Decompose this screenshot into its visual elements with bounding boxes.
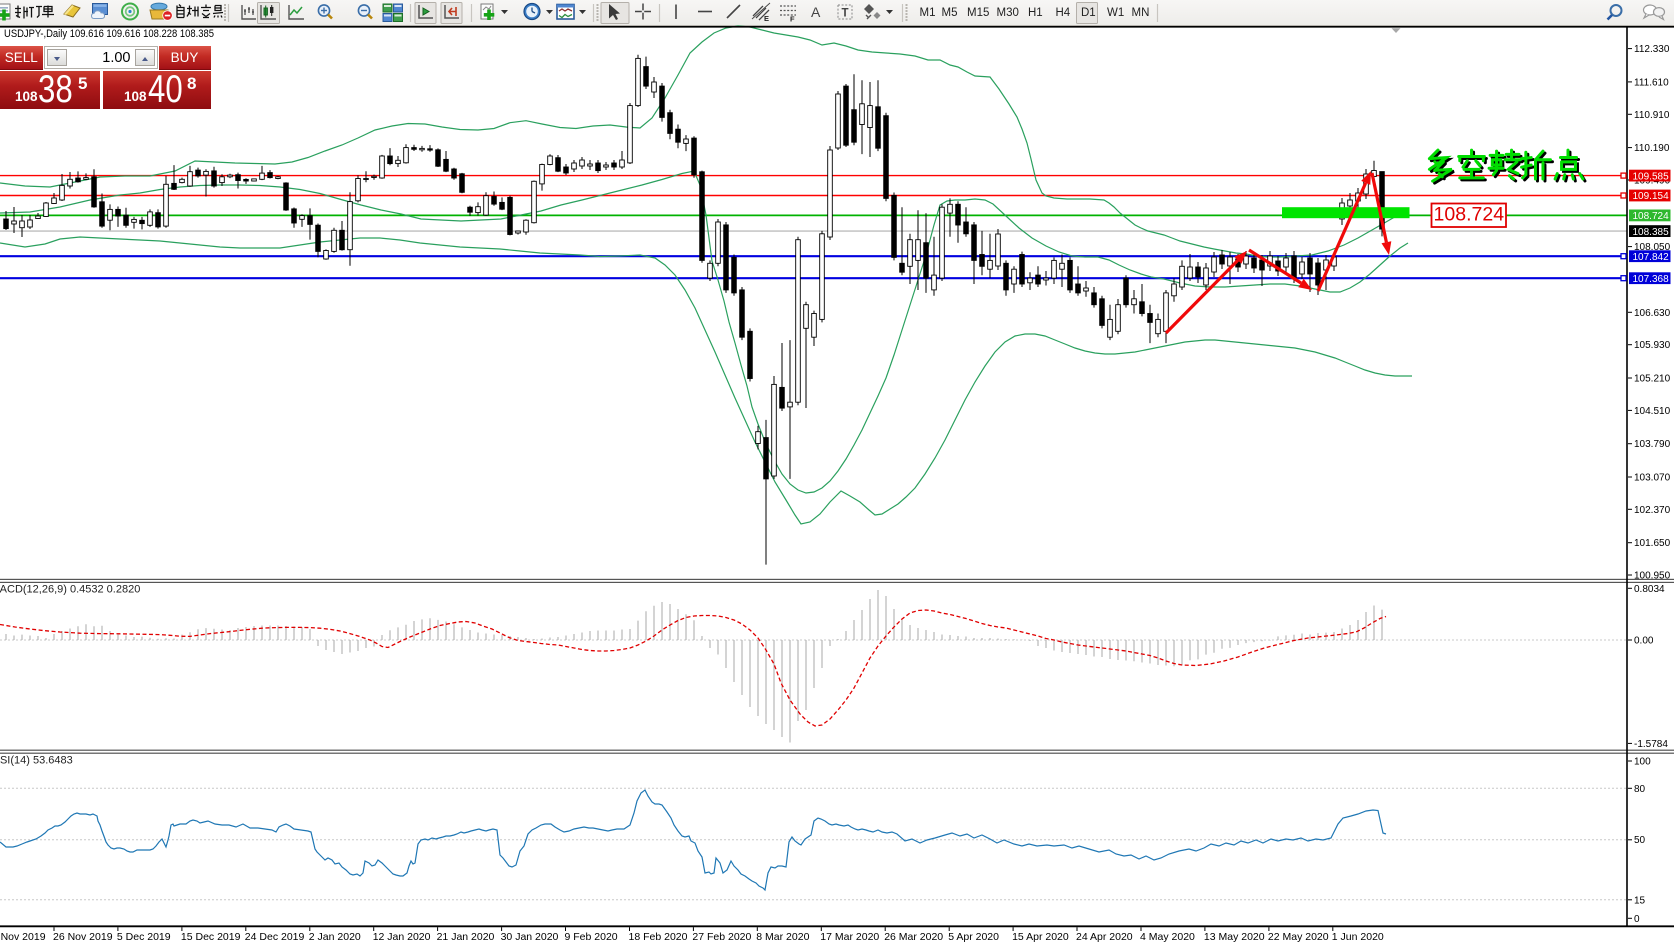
svg-text:H1: H1 xyxy=(1028,7,1043,19)
svg-text:M1: M1 xyxy=(920,7,936,19)
svg-text:RSI(14) 53.6483: RSI(14) 53.6483 xyxy=(0,755,73,767)
svg-text:109.154: 109.154 xyxy=(1633,191,1670,202)
svg-text:26 Mar 2020: 26 Mar 2020 xyxy=(884,931,943,943)
svg-text:107.368: 107.368 xyxy=(1633,274,1670,285)
svg-text:-1.5784: -1.5784 xyxy=(1634,739,1668,750)
svg-text:109.585: 109.585 xyxy=(1633,171,1670,182)
svg-text:H4: H4 xyxy=(1056,7,1071,19)
svg-text:15: 15 xyxy=(1634,895,1646,906)
svg-text:111.610: 111.610 xyxy=(1634,77,1669,88)
svg-text:101.650: 101.650 xyxy=(1634,538,1671,549)
svg-text:26 Nov 2019: 26 Nov 2019 xyxy=(53,931,113,943)
svg-text:50: 50 xyxy=(1634,835,1646,846)
svg-text:30 Jan 2020: 30 Jan 2020 xyxy=(501,931,559,943)
svg-text:MN: MN xyxy=(1132,7,1150,19)
svg-text:8 Mar 2020: 8 Mar 2020 xyxy=(756,931,809,943)
svg-text:USDJPY-,Daily 109.616 109.616: USDJPY-,Daily 109.616 109.616 108.228 10… xyxy=(4,28,214,40)
svg-text:W1: W1 xyxy=(1107,7,1124,19)
svg-text:110.910: 110.910 xyxy=(1634,110,1670,121)
svg-text:12 Jan 2020: 12 Jan 2020 xyxy=(373,931,431,943)
svg-text:104.510: 104.510 xyxy=(1634,406,1671,417)
svg-text:2 Jan 2020: 2 Jan 2020 xyxy=(309,931,361,943)
svg-text:A: A xyxy=(811,4,821,20)
svg-text:5 Apr 2020: 5 Apr 2020 xyxy=(948,931,999,943)
svg-text:112.330: 112.330 xyxy=(1634,44,1670,55)
svg-text:103.070: 103.070 xyxy=(1634,473,1671,484)
svg-text:105.930: 105.930 xyxy=(1634,340,1671,351)
svg-text:M5: M5 xyxy=(942,7,958,19)
svg-text:108.385: 108.385 xyxy=(1633,227,1670,238)
svg-text:17 Mar 2020: 17 Mar 2020 xyxy=(820,931,879,943)
svg-text:22 May 2020: 22 May 2020 xyxy=(1268,931,1329,943)
svg-text:D1: D1 xyxy=(1081,7,1096,19)
svg-text:102.370: 102.370 xyxy=(1634,505,1671,516)
svg-text:80: 80 xyxy=(1634,784,1646,795)
svg-text:100: 100 xyxy=(1634,757,1651,768)
svg-text:107.842: 107.842 xyxy=(1633,252,1670,263)
svg-text:F: F xyxy=(790,15,795,24)
svg-text:108.724: 108.724 xyxy=(1633,211,1670,222)
svg-text:108.050: 108.050 xyxy=(1634,242,1671,253)
svg-text:108.724: 108.724 xyxy=(1434,204,1505,226)
svg-text:110.190: 110.190 xyxy=(1634,143,1670,154)
svg-text:15 Apr 2020: 15 Apr 2020 xyxy=(1012,931,1069,943)
svg-text:18 Nov 2019: 18 Nov 2019 xyxy=(0,931,46,943)
svg-text:0.00: 0.00 xyxy=(1634,636,1654,647)
svg-text:105.210: 105.210 xyxy=(1634,374,1671,385)
svg-text:MACD(12,26,9) 0.4532 0.2820: MACD(12,26,9) 0.4532 0.2820 xyxy=(0,584,140,596)
svg-text:T: T xyxy=(842,8,849,20)
svg-text:4 May 2020: 4 May 2020 xyxy=(1140,931,1195,943)
svg-text:24 Dec 2019: 24 Dec 2019 xyxy=(245,931,305,943)
svg-text:0.8034: 0.8034 xyxy=(1634,584,1665,595)
svg-text:21 Jan 2020: 21 Jan 2020 xyxy=(437,931,495,943)
svg-text:27 Feb 2020: 27 Feb 2020 xyxy=(692,931,751,943)
svg-text:103.790: 103.790 xyxy=(1634,439,1671,450)
svg-text:106.630: 106.630 xyxy=(1634,308,1671,319)
svg-text:18 Feb 2020: 18 Feb 2020 xyxy=(629,931,688,943)
svg-text:M15: M15 xyxy=(967,7,989,19)
svg-text:13 May 2020: 13 May 2020 xyxy=(1204,931,1265,943)
svg-text:9 Feb 2020: 9 Feb 2020 xyxy=(565,931,618,943)
svg-text:1 Jun 2020: 1 Jun 2020 xyxy=(1332,931,1384,943)
svg-text:M30: M30 xyxy=(997,7,1019,19)
svg-text:15 Dec 2019: 15 Dec 2019 xyxy=(181,931,241,943)
svg-text:24 Apr 2020: 24 Apr 2020 xyxy=(1076,931,1133,943)
svg-text:100.950: 100.950 xyxy=(1634,571,1671,582)
svg-text:5 Dec 2019: 5 Dec 2019 xyxy=(117,931,171,943)
svg-text:E: E xyxy=(764,14,769,23)
svg-text:0: 0 xyxy=(1634,914,1640,925)
